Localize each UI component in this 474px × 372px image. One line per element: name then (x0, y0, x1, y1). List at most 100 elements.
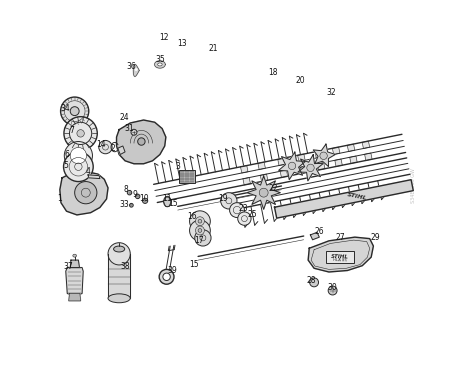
Text: 1: 1 (57, 195, 62, 203)
Polygon shape (258, 162, 265, 170)
Polygon shape (260, 174, 268, 182)
Polygon shape (155, 61, 165, 68)
Text: 6: 6 (65, 150, 70, 159)
Ellipse shape (195, 217, 204, 226)
Ellipse shape (75, 182, 97, 204)
FancyBboxPatch shape (326, 251, 354, 263)
Ellipse shape (310, 278, 319, 287)
Ellipse shape (129, 203, 133, 207)
Text: STIHL: STIHL (331, 254, 349, 260)
Text: 30: 30 (328, 283, 337, 292)
Ellipse shape (198, 229, 202, 232)
Polygon shape (279, 152, 305, 180)
Text: 28: 28 (306, 276, 316, 285)
Text: 18: 18 (269, 68, 278, 77)
Text: 10: 10 (139, 195, 148, 203)
Ellipse shape (135, 68, 137, 71)
Polygon shape (278, 158, 285, 166)
Text: 38: 38 (120, 262, 130, 271)
Polygon shape (60, 172, 108, 215)
Text: 27: 27 (335, 232, 345, 242)
Polygon shape (66, 267, 83, 296)
Ellipse shape (163, 273, 170, 280)
Ellipse shape (73, 254, 76, 257)
Text: 3: 3 (175, 162, 180, 171)
Text: 31: 31 (125, 124, 134, 133)
Ellipse shape (164, 196, 171, 207)
Text: 4: 4 (86, 167, 91, 176)
Text: 19: 19 (218, 195, 228, 203)
Ellipse shape (259, 188, 268, 197)
Ellipse shape (229, 203, 245, 218)
Ellipse shape (70, 147, 87, 164)
Ellipse shape (64, 117, 97, 150)
Ellipse shape (77, 130, 84, 137)
Polygon shape (362, 141, 370, 148)
Polygon shape (243, 177, 250, 185)
Text: 34: 34 (61, 105, 71, 113)
Text: 20: 20 (296, 76, 306, 85)
Ellipse shape (198, 219, 202, 223)
Text: 14: 14 (96, 140, 105, 149)
Text: 22: 22 (269, 185, 278, 193)
Ellipse shape (137, 138, 145, 145)
Text: 26: 26 (314, 227, 324, 236)
Text: 8: 8 (123, 185, 128, 194)
Polygon shape (332, 147, 340, 154)
Ellipse shape (328, 286, 337, 295)
Ellipse shape (158, 63, 162, 66)
Text: STIHL: STIHL (347, 192, 368, 201)
Text: 12: 12 (159, 32, 168, 42)
Text: 23: 23 (239, 204, 248, 213)
Polygon shape (274, 180, 413, 218)
Text: 21: 21 (208, 44, 218, 53)
Ellipse shape (64, 152, 93, 182)
Ellipse shape (159, 269, 174, 284)
Text: 17: 17 (194, 236, 204, 246)
Ellipse shape (238, 212, 251, 225)
Ellipse shape (108, 294, 130, 303)
Polygon shape (300, 166, 308, 173)
FancyBboxPatch shape (179, 170, 195, 183)
Ellipse shape (70, 107, 79, 116)
Ellipse shape (288, 162, 296, 170)
Polygon shape (117, 120, 166, 164)
Ellipse shape (136, 194, 140, 199)
Ellipse shape (114, 246, 125, 252)
Text: 24: 24 (119, 113, 129, 122)
Polygon shape (315, 151, 322, 158)
Text: 13: 13 (177, 39, 187, 48)
Polygon shape (69, 294, 81, 301)
Text: 37: 37 (64, 262, 73, 271)
Text: 11: 11 (162, 195, 171, 203)
Text: 9: 9 (133, 190, 137, 199)
Polygon shape (240, 166, 248, 173)
Ellipse shape (131, 129, 137, 135)
Polygon shape (308, 237, 374, 272)
Text: 29: 29 (370, 232, 380, 242)
Ellipse shape (190, 211, 210, 232)
Ellipse shape (320, 152, 327, 160)
Ellipse shape (128, 190, 132, 195)
Text: 15: 15 (168, 199, 178, 208)
Text: 33: 33 (119, 200, 129, 209)
Text: 16: 16 (187, 212, 197, 221)
Text: 36: 36 (127, 62, 136, 71)
Polygon shape (318, 163, 325, 170)
Ellipse shape (64, 141, 92, 170)
Ellipse shape (190, 220, 210, 241)
Polygon shape (365, 153, 372, 160)
Polygon shape (298, 155, 323, 181)
Polygon shape (310, 232, 319, 240)
Ellipse shape (99, 140, 112, 154)
Polygon shape (350, 156, 357, 163)
Text: 39: 39 (167, 266, 177, 275)
Text: S34ET009 GW: S34ET009 GW (410, 169, 416, 203)
Ellipse shape (108, 243, 130, 265)
Polygon shape (313, 144, 336, 167)
Text: 5: 5 (64, 161, 68, 170)
Ellipse shape (195, 230, 211, 246)
Text: 7: 7 (70, 126, 74, 135)
Text: 15: 15 (190, 260, 199, 269)
Polygon shape (88, 175, 100, 179)
